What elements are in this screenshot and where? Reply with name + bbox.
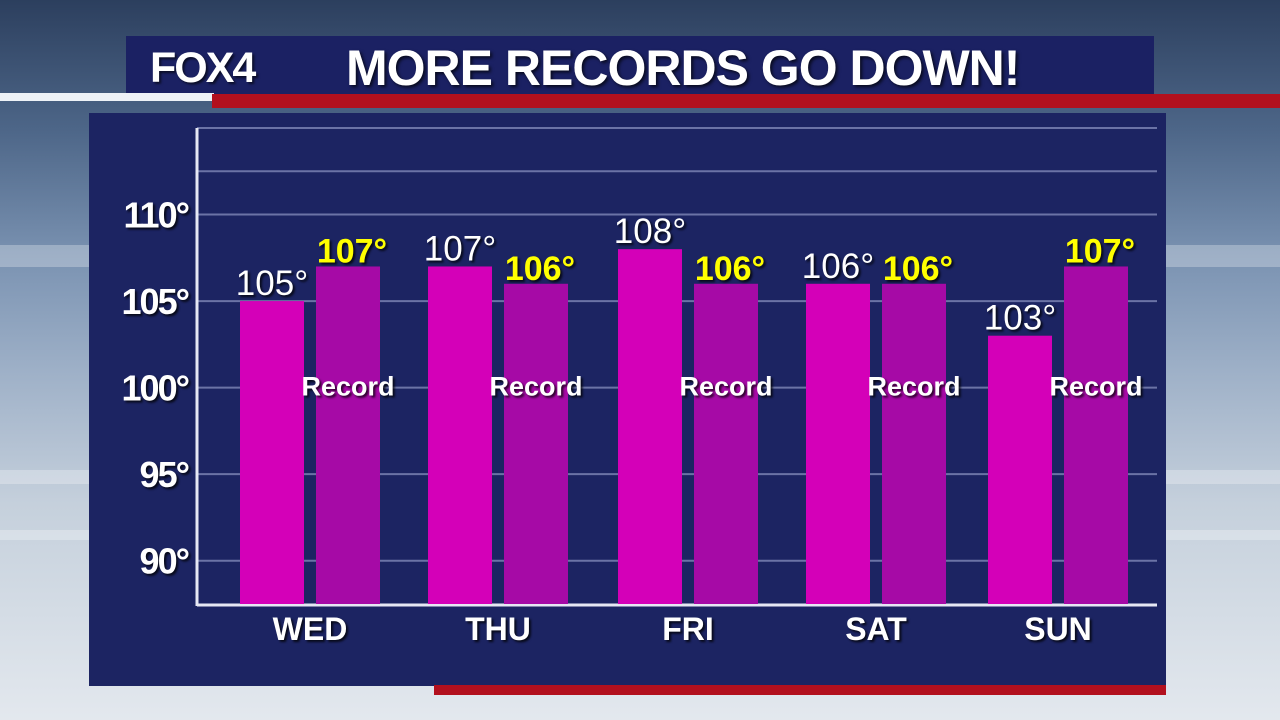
x-tick-label: FRI — [662, 611, 714, 647]
record-value-label: 106° — [695, 250, 765, 288]
x-tick-label: THU — [465, 611, 531, 647]
record-bar — [504, 283, 568, 604]
accent-line-red-top — [212, 94, 1280, 108]
x-tick-label: WED — [273, 611, 348, 647]
record-series-label: Record — [867, 372, 960, 402]
forecast-value-label: 107° — [424, 229, 496, 268]
y-tick-label: 100° — [122, 368, 189, 409]
accent-line-red-bottom — [434, 685, 1166, 695]
forecast-bar — [806, 283, 870, 604]
forecast-bar — [240, 301, 304, 604]
forecast-value-label: 106° — [802, 247, 874, 286]
record-series-label: Record — [301, 372, 394, 402]
record-series-label: Record — [679, 372, 772, 402]
record-value-label: 106° — [505, 250, 575, 288]
record-series-label: Record — [1049, 372, 1142, 402]
record-bar — [1064, 266, 1128, 604]
y-tick-label: 90° — [140, 541, 189, 582]
fox4-logo: FOX4 — [150, 44, 256, 92]
record-value-label: 107° — [317, 232, 387, 270]
forecast-value-label: 105° — [236, 264, 308, 303]
y-tick-label: 110° — [124, 195, 189, 236]
forecast-bar — [988, 335, 1052, 604]
record-bar — [694, 283, 758, 604]
x-tick-label: SAT — [845, 611, 907, 647]
chart-title: MORE RECORDS GO DOWN! — [346, 40, 1020, 96]
forecast-bar — [618, 249, 682, 604]
record-series-label: Record — [489, 372, 582, 402]
forecast-value-label: 103° — [984, 299, 1056, 338]
record-value-label: 107° — [1065, 232, 1135, 270]
accent-line-white — [0, 93, 214, 101]
forecast-bar — [428, 266, 492, 604]
forecast-value-label: 108° — [614, 212, 686, 251]
record-value-label: 106° — [883, 250, 953, 288]
y-tick-label: 95° — [140, 454, 189, 495]
title-bar — [126, 36, 1154, 96]
x-tick-label: SUN — [1024, 611, 1092, 647]
record-bar — [316, 266, 380, 604]
y-tick-label: 105° — [122, 281, 189, 322]
record-bar — [882, 283, 946, 604]
